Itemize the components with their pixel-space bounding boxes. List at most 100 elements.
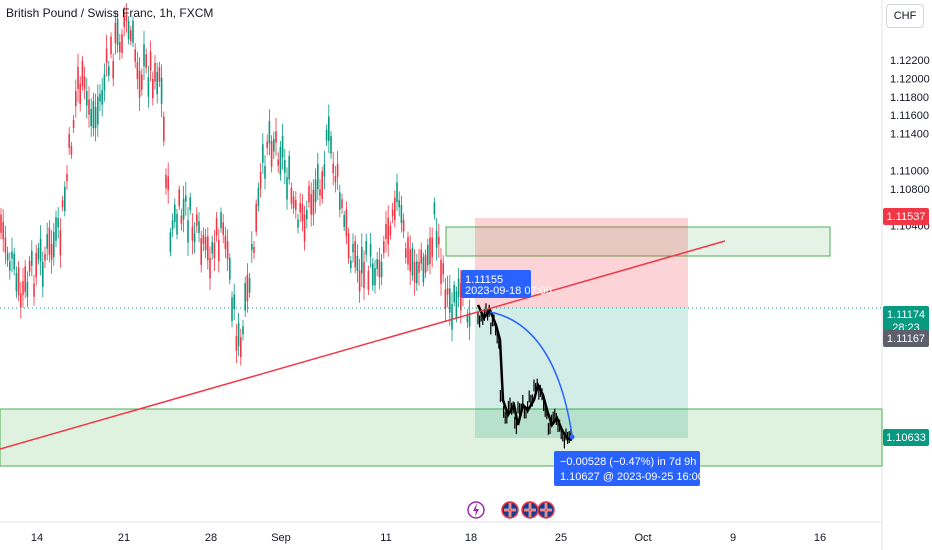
candle-body	[68, 133, 70, 148]
candle-body	[440, 259, 442, 284]
candle-body	[314, 179, 317, 203]
price-tick-label: 1.11400	[890, 129, 929, 141]
candle-body	[273, 138, 275, 152]
candle-body	[328, 116, 330, 142]
candle-body	[81, 60, 84, 87]
time-tick-label: 14	[31, 532, 43, 544]
price-tick-label: 1.11600	[890, 110, 929, 122]
candle-body	[244, 283, 246, 311]
candle-body	[160, 77, 163, 104]
projection-end-point	[569, 434, 575, 440]
line-price-tag-box	[883, 330, 929, 347]
candle-body	[442, 263, 444, 275]
candle-body	[301, 204, 304, 222]
candle-body	[429, 237, 431, 265]
candle-body	[22, 281, 24, 295]
target-price-tag-text: 1.10633	[886, 432, 926, 444]
candle-body	[290, 187, 293, 204]
candle-body	[92, 100, 95, 129]
candle-body	[116, 18, 119, 45]
candle-body	[295, 200, 297, 210]
candle-body	[240, 337, 242, 358]
candle-body	[224, 235, 227, 249]
candle-body	[378, 259, 381, 278]
candle-body	[356, 255, 359, 272]
candle-body	[33, 283, 35, 297]
candle-body	[358, 270, 361, 292]
candle-body	[185, 195, 187, 202]
candle-body	[405, 248, 407, 258]
candle-body	[248, 277, 251, 293]
candle-body	[4, 237, 7, 253]
candle-body	[246, 274, 249, 302]
time-axis[interactable]: 14 21 28 Sep 11 18 25 Oct 9 16	[31, 532, 826, 544]
candle-body	[134, 49, 136, 62]
candle-body	[231, 297, 233, 322]
candle-body	[409, 249, 411, 272]
candle-body	[198, 221, 200, 234]
currency-button[interactable]: CHF	[886, 4, 924, 28]
candle-body	[59, 230, 62, 256]
time-tick-label: 11	[380, 532, 391, 544]
top-price-tag-text: 1.11537	[887, 211, 926, 223]
uk-flag-icon	[501, 501, 519, 519]
time-tick-label: Sep	[271, 532, 291, 544]
candle-body	[138, 70, 141, 98]
candle-body	[262, 144, 264, 163]
candle-body	[235, 335, 238, 352]
candle-body	[363, 261, 365, 289]
candle-body	[28, 260, 31, 272]
event-icons[interactable]	[467, 501, 555, 519]
candle-body	[171, 220, 174, 230]
candle-body	[193, 233, 196, 243]
candle-body	[275, 131, 277, 143]
candle-body	[215, 218, 218, 236]
candle-body	[251, 243, 253, 251]
candle-body	[211, 242, 213, 254]
candle-body	[330, 135, 332, 154]
projection-label-price-date: 1.10627 @ 2023-09-25 16:00	[560, 471, 704, 483]
candle-body	[317, 163, 319, 190]
candle-body	[39, 238, 42, 262]
candle-body	[105, 48, 108, 63]
candle-body	[110, 36, 112, 55]
candle-body	[149, 51, 152, 71]
candle-body	[108, 66, 110, 76]
candle-body	[303, 214, 306, 242]
candle-body	[347, 233, 350, 259]
candle-body	[369, 244, 372, 257]
time-tick-label: 18	[465, 532, 477, 544]
candle-body	[242, 326, 244, 335]
candle-body	[103, 74, 106, 91]
price-tick-label: 1.12200	[890, 55, 930, 67]
candle-body	[264, 166, 266, 179]
candle-body	[20, 293, 22, 307]
candle-body	[383, 241, 385, 253]
candle-body	[407, 237, 409, 265]
candle-body	[468, 312, 471, 327]
candle-body	[398, 200, 400, 208]
close-price-tag-text: 1.11174	[887, 309, 925, 321]
candle-body	[202, 234, 205, 244]
candle-body	[341, 199, 343, 209]
candle-body	[277, 159, 279, 166]
projection-label-box	[554, 451, 700, 486]
candle-body	[2, 221, 4, 240]
candle-body	[312, 189, 315, 215]
candle-body	[123, 15, 125, 28]
entry-label-date: 2023-09-18 07:00	[465, 285, 552, 297]
time-tick-label: 9	[730, 532, 736, 544]
candle-body	[6, 252, 9, 261]
candle-body	[387, 217, 389, 245]
candle-body	[90, 109, 92, 127]
candle-body	[200, 238, 202, 265]
candle-body	[189, 197, 191, 211]
resistance-zone	[445, 226, 831, 257]
candle-body	[15, 273, 18, 292]
candle-body	[88, 99, 90, 115]
candle-body	[44, 253, 46, 261]
top-price-tag-box	[883, 208, 929, 225]
candle-body	[99, 93, 101, 102]
